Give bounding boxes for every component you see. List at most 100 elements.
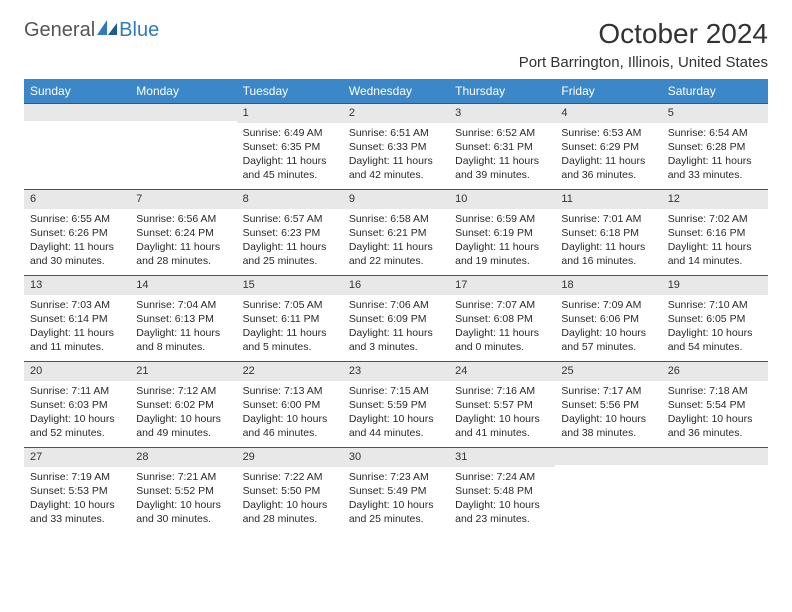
daylight-text: Daylight: 10 hours and 23 minutes. — [455, 498, 549, 526]
cell-body: Sunrise: 7:17 AMSunset: 5:56 PMDaylight:… — [555, 381, 661, 447]
sunset-text: Sunset: 5:50 PM — [243, 484, 337, 498]
sunset-text: Sunset: 5:54 PM — [668, 398, 762, 412]
daylight-text: Daylight: 10 hours and 49 minutes. — [136, 412, 230, 440]
sunset-text: Sunset: 6:19 PM — [455, 226, 549, 240]
daylight-text: Daylight: 11 hours and 0 minutes. — [455, 326, 549, 354]
calendar-cell: 4Sunrise: 6:53 AMSunset: 6:29 PMDaylight… — [555, 103, 661, 189]
daylight-text: Daylight: 11 hours and 5 minutes. — [243, 326, 337, 354]
sunrise-text: Sunrise: 6:57 AM — [243, 212, 337, 226]
daylight-text: Daylight: 10 hours and 52 minutes. — [30, 412, 124, 440]
daylight-text: Daylight: 11 hours and 36 minutes. — [561, 154, 655, 182]
sunset-text: Sunset: 5:49 PM — [349, 484, 443, 498]
calendar-cell: 23Sunrise: 7:15 AMSunset: 5:59 PMDayligh… — [343, 361, 449, 447]
calendar-cell: 26Sunrise: 7:18 AMSunset: 5:54 PMDayligh… — [662, 361, 768, 447]
day-number: 22 — [237, 361, 343, 381]
daylight-text: Daylight: 11 hours and 19 minutes. — [455, 240, 549, 268]
sunrise-text: Sunrise: 7:10 AM — [668, 298, 762, 312]
day-number: 19 — [662, 275, 768, 295]
sunset-text: Sunset: 6:18 PM — [561, 226, 655, 240]
sunset-text: Sunset: 6:16 PM — [668, 226, 762, 240]
calendar-cell: 12 Sunrise: 7:02 AMSunset: 6:16 PMDayligh… — [662, 189, 768, 275]
sunrise-text: Sunrise: 7:09 AM — [561, 298, 655, 312]
sunset-text: Sunset: 5:59 PM — [349, 398, 443, 412]
daylight-text: Daylight: 10 hours and 38 minutes. — [561, 412, 655, 440]
sunset-text: Sunset: 6:31 PM — [455, 140, 549, 154]
calendar-cell: 13 Sunrise: 7:03 AMSunset: 6:14 PMDayligh… — [24, 275, 130, 361]
calendar-cell: 16Sunrise: 7:06 AMSunset: 6:09 PMDayligh… — [343, 275, 449, 361]
sunset-text: Sunset: 5:52 PM — [136, 484, 230, 498]
daylight-text: Daylight: 11 hours and 42 minutes. — [349, 154, 443, 182]
cell-body: Sunrise: 7:10 AMSunset: 6:05 PMDaylight:… — [662, 295, 768, 361]
sunrise-text: Sunrise: 6:51 AM — [349, 126, 443, 140]
daylight-text: Daylight: 10 hours and 54 minutes. — [668, 326, 762, 354]
day-number: 11 — [555, 189, 661, 209]
sunrise-text: Sunrise: 7:18 AM — [668, 384, 762, 398]
sunset-text: Sunset: 6:28 PM — [668, 140, 762, 154]
daynum-empty — [662, 447, 768, 465]
sunrise-text: Sunrise: 7:03 AM — [30, 298, 124, 312]
day-number: 3 — [449, 103, 555, 123]
day-number: 27 — [24, 447, 130, 467]
day-number: 10 — [449, 189, 555, 209]
daylight-text: Daylight: 11 hours and 11 minutes. — [30, 326, 124, 354]
calendar-cell: 6Sunrise: 6:55 AMSunset: 6:26 PMDaylight… — [24, 189, 130, 275]
day-header-row: SundayMondayTuesdayWednesdayThursdayFrid… — [24, 79, 768, 103]
calendar-cell: 14Sunrise: 7:04 AMSunset: 6:13 PMDayligh… — [130, 275, 236, 361]
cell-body: Sunrise: 6:58 AMSunset: 6:21 PMDaylight:… — [343, 209, 449, 275]
daylight-text: Daylight: 11 hours and 22 minutes. — [349, 240, 443, 268]
daylight-text: Daylight: 11 hours and 3 minutes. — [349, 326, 443, 354]
day-number: 24 — [449, 361, 555, 381]
cell-body: Sunrise: 7:24 AMSunset: 5:48 PMDaylight:… — [449, 467, 555, 533]
day-header: Saturday — [662, 79, 768, 103]
daylight-text: Daylight: 11 hours and 45 minutes. — [243, 154, 337, 182]
cell-body: Sunrise: 7:15 AMSunset: 5:59 PMDaylight:… — [343, 381, 449, 447]
calendar-cell — [24, 103, 130, 189]
calendar-cell: 5Sunrise: 6:54 AMSunset: 6:28 PMDaylight… — [662, 103, 768, 189]
calendar-cell: 10Sunrise: 6:59 AMSunset: 6:19 PMDayligh… — [449, 189, 555, 275]
calendar-body: 1Sunrise: 6:49 AMSunset: 6:35 PMDaylight… — [24, 103, 768, 533]
sunset-text: Sunset: 6:08 PM — [455, 312, 549, 326]
sunset-text: Sunset: 6:05 PM — [668, 312, 762, 326]
daynum-empty — [555, 447, 661, 465]
sunset-text: Sunset: 5:48 PM — [455, 484, 549, 498]
day-header: Monday — [130, 79, 236, 103]
sunrise-text: Sunrise: 7:24 AM — [455, 470, 549, 484]
sunrise-text: Sunrise: 6:52 AM — [455, 126, 549, 140]
daylight-text: Daylight: 11 hours and 14 minutes. — [668, 240, 762, 268]
sunset-text: Sunset: 6:14 PM — [30, 312, 124, 326]
sunset-text: Sunset: 6:24 PM — [136, 226, 230, 240]
day-number: 20 — [24, 361, 130, 381]
sunrise-text: Sunrise: 7:02 AM — [668, 212, 762, 226]
calendar-row: 27Sunrise: 7:19 AMSunset: 5:53 PMDayligh… — [24, 447, 768, 533]
daylight-text: Daylight: 10 hours and 33 minutes. — [30, 498, 124, 526]
day-number: 6 — [24, 189, 130, 209]
sunrise-text: Sunrise: 7:13 AM — [243, 384, 337, 398]
daylight-text: Daylight: 11 hours and 25 minutes. — [243, 240, 337, 268]
calendar-cell: 31Sunrise: 7:24 AMSunset: 5:48 PMDayligh… — [449, 447, 555, 533]
calendar-cell: 22Sunrise: 7:13 AMSunset: 6:00 PMDayligh… — [237, 361, 343, 447]
cell-body: Sunrise: 7:05 AMSunset: 6:11 PMDaylight:… — [237, 295, 343, 361]
calendar-cell — [555, 447, 661, 533]
day-number: 13 — [24, 275, 130, 295]
sunrise-text: Sunrise: 7:15 AM — [349, 384, 443, 398]
sunset-text: Sunset: 6:26 PM — [30, 226, 124, 240]
day-number: 1 — [237, 103, 343, 123]
cell-body: Sunrise: 7:13 AMSunset: 6:00 PMDaylight:… — [237, 381, 343, 447]
sunrise-text: Sunrise: 7:01 AM — [561, 212, 655, 226]
sunrise-text: Sunrise: 7:12 AM — [136, 384, 230, 398]
day-number: 21 — [130, 361, 236, 381]
cell-body: Sunrise: 7:07 AMSunset: 6:08 PMDaylight:… — [449, 295, 555, 361]
cell-body: Sunrise: 7:12 AMSunset: 6:02 PMDaylight:… — [130, 381, 236, 447]
sunset-text: Sunset: 6:21 PM — [349, 226, 443, 240]
sunset-text: Sunset: 6:35 PM — [243, 140, 337, 154]
day-number: 26 — [662, 361, 768, 381]
calendar-cell — [662, 447, 768, 533]
sunrise-text: Sunrise: 7:17 AM — [561, 384, 655, 398]
header: General Blue October 2024 Port Barringto… — [24, 18, 768, 71]
calendar-cell: 19Sunrise: 7:10 AMSunset: 6:05 PMDayligh… — [662, 275, 768, 361]
calendar-cell: 8Sunrise: 6:57 AMSunset: 6:23 PMDaylight… — [237, 189, 343, 275]
day-number: 12 — [662, 189, 768, 209]
cell-body: Sunrise: 6:54 AMSunset: 6:28 PMDaylight:… — [662, 123, 768, 189]
calendar-cell: 24Sunrise: 7:16 AMSunset: 5:57 PMDayligh… — [449, 361, 555, 447]
cell-body: Sunrise: 6:59 AMSunset: 6:19 PMDaylight:… — [449, 209, 555, 275]
